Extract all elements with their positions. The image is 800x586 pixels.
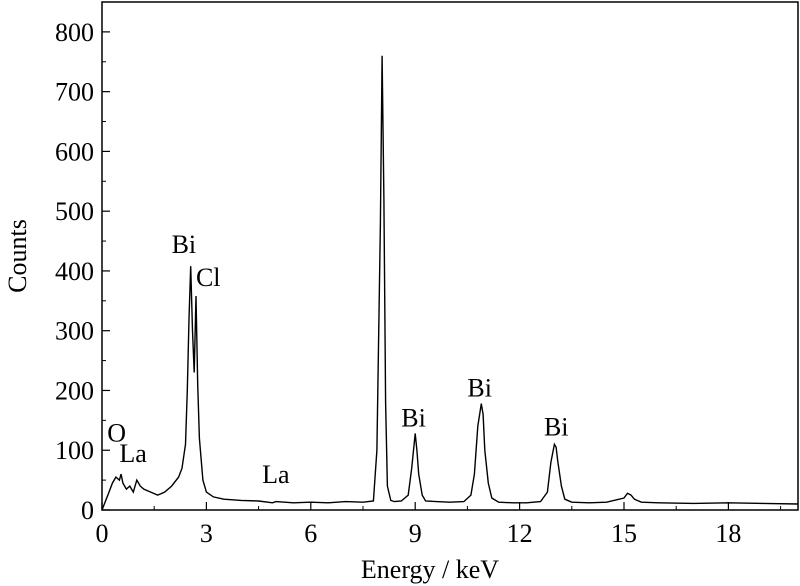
peak-label: La: [262, 460, 290, 489]
peak-label: Bi: [467, 373, 492, 402]
y-tick-label: 600: [55, 137, 94, 166]
y-tick-label: 400: [55, 257, 94, 286]
y-axis-title: Counts: [3, 219, 32, 293]
x-tick-label: 0: [96, 519, 109, 548]
x-tick-label: 12: [507, 519, 533, 548]
peak-label: Bi: [544, 412, 569, 441]
x-axis: 0 3 6 9 12 15 18: [96, 502, 782, 548]
peak-label: Bi: [172, 230, 197, 259]
x-axis-title: Energy / keV: [361, 555, 499, 584]
x-tick-label: 6: [304, 519, 317, 548]
x-tick-label: 3: [200, 519, 213, 548]
plot-frame: [101, 1, 799, 511]
y-tick-label: 500: [55, 197, 94, 226]
spectrum-line: [101, 55, 799, 511]
peak-label: Bi: [401, 403, 426, 432]
peak-label: Cl: [196, 263, 221, 292]
y-tick-label: 0: [81, 496, 94, 525]
y-tick-label: 200: [55, 376, 94, 405]
x-tick-label: 9: [409, 519, 422, 548]
y-tick-label: 300: [55, 317, 94, 346]
x-tick-label: 18: [715, 519, 741, 548]
peak-label: La: [119, 439, 147, 468]
y-tick-label: 100: [55, 436, 94, 465]
y-tick-label: 700: [55, 78, 94, 107]
y-tick-label: 800: [55, 18, 94, 47]
x-tick-label: 15: [611, 519, 637, 548]
y-axis: 0 100 200 300 400 500 600 700 800: [55, 18, 110, 525]
peak-label: O: [107, 418, 126, 447]
